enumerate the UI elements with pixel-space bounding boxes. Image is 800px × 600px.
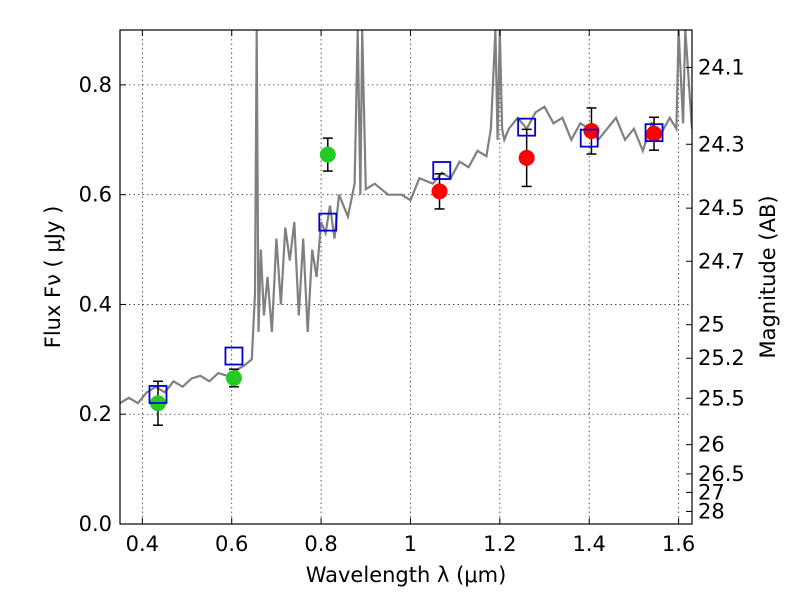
y2-tick-label: 25.2	[698, 346, 745, 370]
x-axis-label: Wavelength λ (μm)	[306, 563, 507, 587]
y-tick-label: 0.8	[79, 73, 112, 97]
tick-layer: 0.4 0.6 0.8 1 1.2 1.4 1.6 0.0 0.2 0.4 0.6 0.8 24.1 24…	[79, 30, 745, 556]
grid	[120, 30, 692, 525]
model-point	[517, 117, 537, 137]
model-point	[579, 128, 599, 148]
x-tick-label: 1.6	[662, 532, 695, 556]
y-tick-label: 0.6	[79, 183, 112, 207]
y2-tick-label: 24.5	[698, 196, 745, 220]
model-point	[224, 346, 244, 366]
model-point	[318, 212, 338, 232]
marker-layer	[148, 117, 664, 412]
data-point	[583, 122, 600, 139]
y-tick-label: 0.4	[79, 292, 112, 316]
y2-axis-label: Magnitude (AB)	[756, 195, 780, 358]
y2-tick-label: 28	[698, 499, 725, 523]
x-tick-label: 1	[404, 532, 417, 556]
plot-frame	[119, 29, 693, 525]
data-point	[431, 183, 448, 200]
y2-tick-label: 26.5	[698, 462, 745, 486]
data-point	[225, 369, 242, 386]
y-tick-label: 0.2	[79, 402, 112, 426]
model-point	[432, 161, 452, 180]
data-point	[646, 125, 663, 142]
spectrum-line	[120, 30, 692, 405]
x-tick-label: 0.6	[215, 532, 248, 556]
data-point	[319, 146, 336, 163]
model-point	[148, 385, 168, 404]
y2-tick-label: 26	[698, 433, 725, 457]
y2-tick-label: 27	[698, 480, 725, 504]
x-tick-label: 1.2	[483, 532, 516, 556]
y2-tick-label: 25.5	[698, 386, 745, 410]
y2-tick-label: 24.3	[698, 132, 745, 156]
x-tick-label: 0.4	[126, 532, 159, 556]
data-point	[518, 149, 535, 166]
x-tick-label: 1.4	[573, 532, 606, 556]
x-tick-label: 0.8	[304, 532, 337, 556]
y-tick-label: 0.0	[79, 512, 112, 536]
y-axis-label: Flux Fν ( μJy )	[41, 206, 65, 349]
model-point	[644, 123, 664, 143]
y2-tick-label: 24.1	[698, 55, 745, 79]
spectrum-layer	[120, 30, 692, 405]
y2-tick-label: 25	[698, 313, 725, 337]
y2-tick-label: 24.7	[698, 249, 745, 273]
